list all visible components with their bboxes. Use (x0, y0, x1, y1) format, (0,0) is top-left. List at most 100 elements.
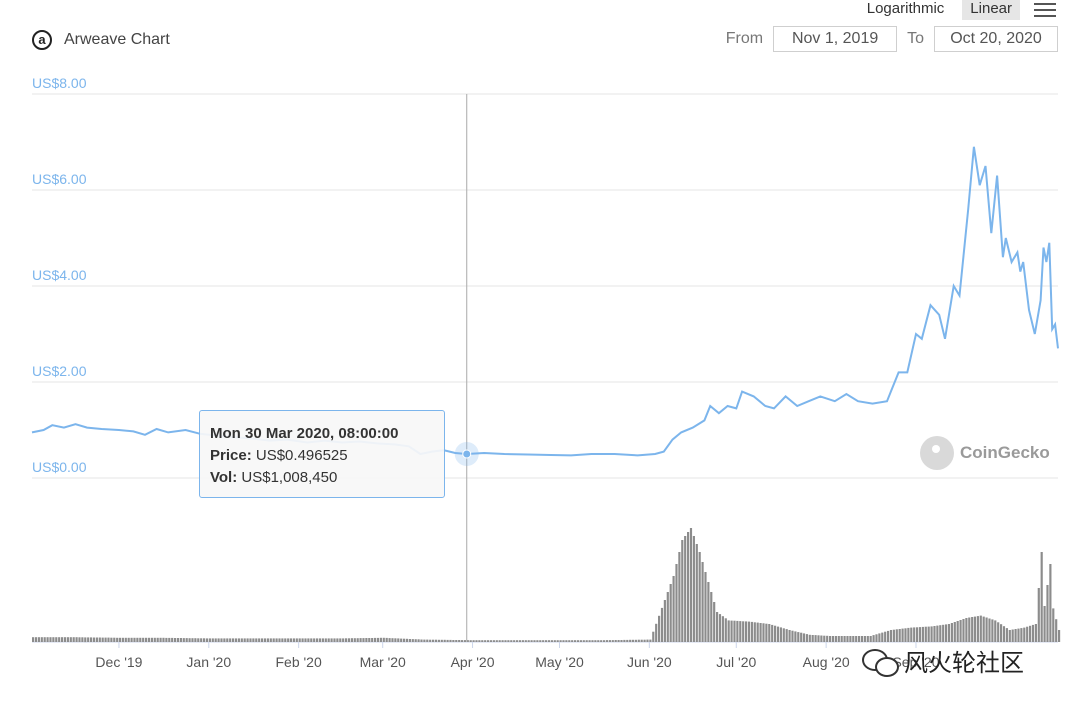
volume-bar (956, 621, 959, 642)
volume-bar (255, 638, 258, 642)
volume-bar (289, 638, 293, 642)
volume-bar (727, 620, 730, 642)
volume-bar (1058, 630, 1061, 642)
volume-bar (217, 638, 220, 642)
volume-bar (863, 636, 866, 642)
volume-bar (927, 626, 930, 642)
volume-bar (324, 638, 327, 642)
volume-bar (611, 640, 614, 642)
x-tick-label: Apr '20 (451, 654, 495, 670)
volume-bar (582, 640, 585, 642)
volume-bar (52, 637, 55, 642)
from-date-input[interactable]: Nov 1, 2019 (773, 26, 898, 52)
volume-bar (605, 640, 609, 642)
volume-bar (968, 617, 971, 642)
volume-bar (887, 630, 890, 642)
volume-bar (742, 621, 745, 642)
volume-bar (872, 635, 875, 642)
hover-point[interactable] (462, 449, 472, 459)
volume-bar (716, 612, 719, 642)
price-tooltip: Mon 30 Mar 2020, 08:00:00 Price: US$0.49… (199, 410, 445, 498)
y-tick-label: US$8.00 (32, 75, 87, 91)
to-date-input[interactable]: Oct 20, 2020 (934, 26, 1058, 52)
volume-bar (295, 638, 298, 642)
volume-bar (878, 633, 881, 642)
volume-bar (513, 640, 516, 642)
linear-button[interactable]: Linear (962, 0, 1020, 20)
price-series-line[interactable] (31, 146, 1059, 457)
volume-bar (918, 627, 922, 642)
volume-bar (910, 627, 913, 642)
volume-bar (1029, 625, 1032, 642)
volume-bar (550, 640, 553, 642)
volume-bar (191, 638, 194, 642)
x-tick-label: Jun '20 (627, 654, 672, 670)
volume-bar (405, 638, 409, 642)
volume-bar (368, 638, 371, 642)
volume-bar (495, 640, 498, 642)
volume-bar (481, 640, 484, 642)
volume-bar (414, 639, 417, 642)
volume-bar (797, 632, 800, 642)
volume-bar (718, 614, 722, 642)
volume-bar (788, 630, 791, 642)
volume-bar (652, 631, 655, 642)
volume-bar (1023, 627, 1026, 642)
volume-bar (388, 638, 391, 642)
x-tick-label: Mar '20 (360, 654, 406, 670)
volume-bar (353, 638, 356, 642)
volume-bar (95, 637, 98, 642)
volume-bar (1043, 606, 1046, 642)
volume-bar (87, 637, 90, 642)
volume-bar (666, 592, 669, 642)
volume-bar (437, 639, 440, 642)
volume-bar (805, 634, 808, 642)
volume-bar (400, 638, 403, 642)
volume-bar (939, 625, 942, 642)
volume-bar (675, 564, 678, 642)
volume-bar (556, 640, 559, 642)
volume-bar (545, 640, 548, 642)
volume-bar (1002, 626, 1006, 642)
wechat-icon (862, 647, 899, 677)
volume-bar (110, 637, 113, 642)
volume-bar (1052, 608, 1055, 642)
volume-bar (284, 638, 287, 642)
volume-bar (533, 640, 536, 642)
volume-bar (359, 638, 362, 642)
volume-bar (947, 624, 951, 642)
volume-bar (365, 638, 368, 642)
volume-bar (124, 637, 127, 642)
volume-bar (823, 635, 826, 642)
volume-bar (800, 632, 803, 642)
volume-bar (458, 640, 461, 642)
volume-bar (229, 638, 232, 642)
volume-bar (698, 552, 701, 642)
volume-bar (991, 619, 994, 642)
volume-bar (776, 626, 780, 642)
volume-bar (211, 638, 214, 642)
volume-bar (626, 639, 629, 642)
hamburger-menu-icon[interactable] (1034, 3, 1056, 17)
volume-bar (463, 640, 466, 642)
volume-bar (643, 639, 646, 642)
volume-bar (1008, 630, 1011, 642)
volume-bar (385, 637, 388, 642)
volume-bar (516, 640, 519, 642)
volume-bar (510, 640, 513, 642)
volume-bar (527, 640, 530, 642)
volume-bar (1000, 624, 1003, 642)
tooltip-volume: Vol: US$1,008,450 (210, 469, 338, 486)
volume-bar (600, 640, 603, 642)
volume-bar (553, 640, 556, 642)
volume-bar (179, 638, 182, 642)
volume-bar (379, 637, 382, 642)
volume-bar (1040, 552, 1043, 642)
volume-bar (92, 637, 96, 642)
logarithmic-button[interactable]: Logarithmic (866, 0, 945, 17)
volume-bar (852, 636, 855, 642)
to-label: To (907, 30, 924, 47)
volume-bar (176, 638, 180, 642)
volume-bar (275, 638, 278, 642)
